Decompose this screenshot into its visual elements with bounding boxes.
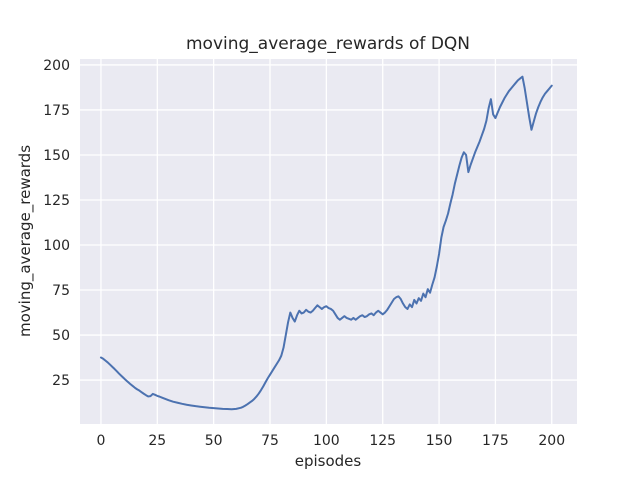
- x-axis-tick-labels: 0 25 50 75 100 125 150 175 200: [97, 433, 566, 449]
- y-tick-label: 25: [52, 373, 70, 389]
- x-tick-label: 100: [313, 433, 340, 449]
- y-tick-label: 75: [52, 283, 70, 299]
- x-tick-label: 25: [148, 433, 166, 449]
- y-axis-label: moving_average_rewards: [16, 145, 35, 337]
- gridlines: [80, 59, 577, 424]
- y-tick-label: 100: [43, 238, 70, 254]
- y-tick-label: 200: [43, 58, 70, 74]
- x-tick-label: 175: [482, 433, 509, 449]
- x-tick-label: 150: [426, 433, 453, 449]
- y-tick-label: 175: [43, 103, 70, 119]
- plot-area: [80, 59, 577, 424]
- dqn-line-series: [99, 75, 553, 411]
- x-tick-label: 50: [205, 433, 223, 449]
- x-tick-label: 125: [369, 433, 396, 449]
- x-tick-label: 0: [97, 433, 106, 449]
- y-tick-label: 50: [52, 328, 70, 344]
- y-tick-label: 125: [43, 193, 70, 209]
- y-axis-tick-labels: 25 50 75 100 125 150 175 200: [43, 58, 70, 389]
- x-axis-label: episodes: [295, 452, 362, 470]
- x-tick-label: 75: [261, 433, 279, 449]
- y-tick-label: 150: [43, 148, 70, 164]
- chart-title: moving_average_rewards of DQN: [186, 34, 470, 54]
- x-tick-label: 200: [538, 433, 565, 449]
